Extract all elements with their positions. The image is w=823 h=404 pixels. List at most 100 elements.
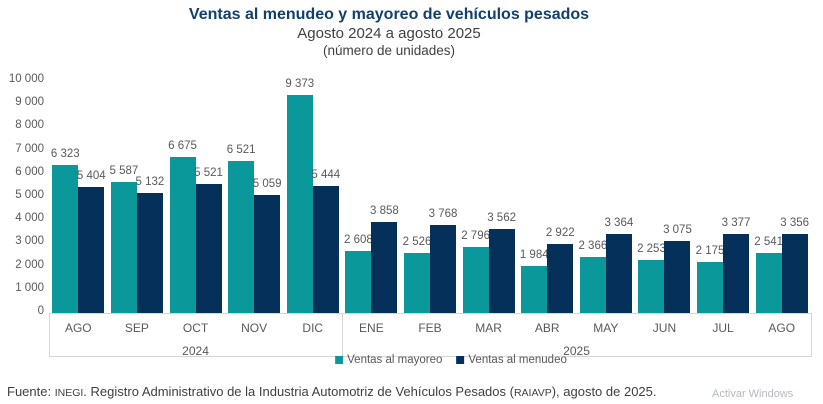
chart-unit-note: (número de unidades)	[322, 43, 456, 58]
x-axis-month-label: MAR	[475, 321, 502, 335]
bar-menudeo-ago-0	[78, 186, 105, 313]
x-axis-line	[49, 313, 811, 314]
bar-mayoreo-ago-0	[52, 165, 79, 313]
y-axis-tick-label: 2 000	[15, 258, 44, 271]
x-axis-month-label: OCT	[182, 321, 209, 335]
bar-value-label: 5 404	[76, 169, 106, 182]
bar-menudeo-mar-7	[488, 229, 515, 313]
y-axis-tick-label: 6 000	[15, 165, 44, 178]
y-axis-tick-label: 7 000	[15, 142, 44, 155]
y-axis-tick-label: 4 000	[15, 212, 44, 225]
bar-menudeo-may-9	[605, 233, 632, 313]
y-axis-tick-label: 5 000	[15, 189, 44, 201]
bar-value-label: 5 521	[194, 166, 223, 179]
bar-value-label: 2 253	[637, 242, 666, 255]
chart-legend: Ventas al mayoreo Ventas al menudeo	[335, 354, 567, 366]
activate-windows-watermark: Activar Windows	[712, 388, 794, 400]
x-axis-month-label: MAY	[593, 321, 619, 335]
y-axis-tick-label: 1 000	[15, 281, 44, 294]
bar-value-label: 2 922	[545, 227, 575, 240]
legend-swatch-icon	[335, 356, 344, 364]
bar-mayoreo-nov-3	[228, 160, 255, 313]
bar-value-label: 3 075	[663, 223, 692, 236]
x-axis-month-label: JUL	[712, 321, 734, 335]
legend-swatch-icon	[456, 356, 465, 364]
bar-value-label: 5 059	[252, 177, 282, 190]
bar-menudeo-oct-2	[195, 183, 222, 313]
bar-mayoreo-oct-2	[169, 157, 196, 313]
bar-mayoreo-jun-10	[638, 259, 665, 313]
bar-menudeo-feb-6	[430, 224, 456, 313]
bar-value-label: 1 984	[519, 248, 549, 261]
bar-mayoreo-feb-6	[404, 253, 430, 313]
bar-menudeo-jul-11	[723, 233, 750, 313]
chart-header: Ventas al menudeo y mayoreo de vehículos…	[0, 5, 778, 59]
source-middle: . Registro Administrativo de la Industri…	[83, 384, 514, 399]
bar-value-label: 2 541	[754, 236, 784, 249]
x-axis-month-label: SEP	[124, 321, 149, 335]
y-axis-tick-label: 8 000	[15, 119, 44, 132]
y-axis-tick-label: 9 000	[15, 96, 44, 109]
bar-menudeo-abr-8	[547, 244, 574, 313]
bar-value-label: 5 587	[109, 165, 139, 178]
bar-mayoreo-jul-11	[697, 261, 724, 313]
bar-value-label: 2 608	[343, 234, 373, 247]
legend-label: Ventas al mayoreo	[347, 354, 443, 366]
y-axis-tick-label: 3 000	[15, 235, 44, 248]
bar-value-label: 6 675	[168, 140, 197, 153]
x-axis-month-label: AGO	[64, 321, 92, 335]
bar-mayoreo-ene-5	[345, 251, 372, 313]
x-axis-month-label: JUN	[652, 321, 677, 335]
x-axis-month-label: ENE	[359, 321, 384, 335]
legend-item-mayoreo: Ventas al mayoreo	[335, 354, 442, 366]
category-divider-line	[811, 313, 812, 357]
bar-value-label: 3 562	[487, 212, 516, 225]
x-axis-month-label: DIC	[302, 321, 324, 335]
bar-mayoreo-abr-8	[521, 265, 548, 313]
bar-value-label: 2 526	[402, 236, 432, 249]
legend-label: Ventas al menudeo	[468, 354, 567, 366]
chart-title: Ventas al menudeo y mayoreo de vehículos…	[188, 6, 590, 23]
source-acronym: RAIAVP	[513, 387, 552, 399]
bar-value-label: 9 373	[285, 77, 315, 90]
bar-menudeo-jun-10	[664, 240, 691, 313]
category-frame-bottom-line	[49, 356, 811, 357]
bar-menudeo-nov-3	[254, 194, 281, 313]
bar-value-label: 2 366	[578, 240, 608, 253]
x-axis-month-label: ABR	[534, 321, 560, 335]
x-axis-month-label: NOV	[241, 321, 268, 335]
source-inegi: INEGI	[54, 387, 84, 399]
bar-value-label: 3 356	[780, 217, 810, 230]
bar-menudeo-sep-1	[136, 192, 163, 313]
bar-value-label: 5 444	[311, 168, 341, 181]
bar-value-label: 2 175	[695, 244, 725, 257]
category-divider-line	[49, 313, 50, 357]
bar-menudeo-dic-4	[312, 185, 339, 313]
bar-menudeo-ago-12	[781, 234, 808, 313]
x-axis-month-label: FEB	[418, 321, 442, 335]
bar-menudeo-ene-5	[371, 222, 398, 313]
category-divider-line	[342, 313, 343, 357]
bar-mayoreo-mar-7	[462, 247, 489, 313]
bar-value-label: 3 768	[428, 207, 458, 220]
bar-value-label: 3 364	[604, 216, 634, 229]
bar-mayoreo-may-9	[579, 257, 606, 313]
y-axis-tick-label: 0	[37, 305, 44, 317]
x-axis-year-label-2025: 2025	[563, 344, 590, 358]
bar-mayoreo-dic-4	[286, 94, 313, 313]
bar-value-label: 3 858	[369, 205, 399, 218]
chart-subtitle: Agosto 2024 a agosto 2025	[297, 25, 481, 42]
source-note: Fuente: INEGI. Registro Administrativo d…	[7, 384, 657, 399]
source-prefix: Fuente:	[7, 384, 55, 399]
bar-value-label: 3 377	[721, 216, 751, 229]
y-axis-tick-label: 10 000	[8, 73, 44, 85]
bar-value-label: 5 132	[135, 175, 165, 188]
bar-mayoreo-ago-12	[755, 253, 782, 313]
legend-item-menudeo: Ventas al menudeo	[456, 354, 567, 366]
bar-value-label: 2 796	[461, 230, 490, 243]
source-suffix: ), agosto de 2025.	[551, 384, 657, 399]
x-axis-year-label-2024: 2024	[182, 344, 209, 358]
bar-mayoreo-sep-1	[110, 182, 137, 313]
